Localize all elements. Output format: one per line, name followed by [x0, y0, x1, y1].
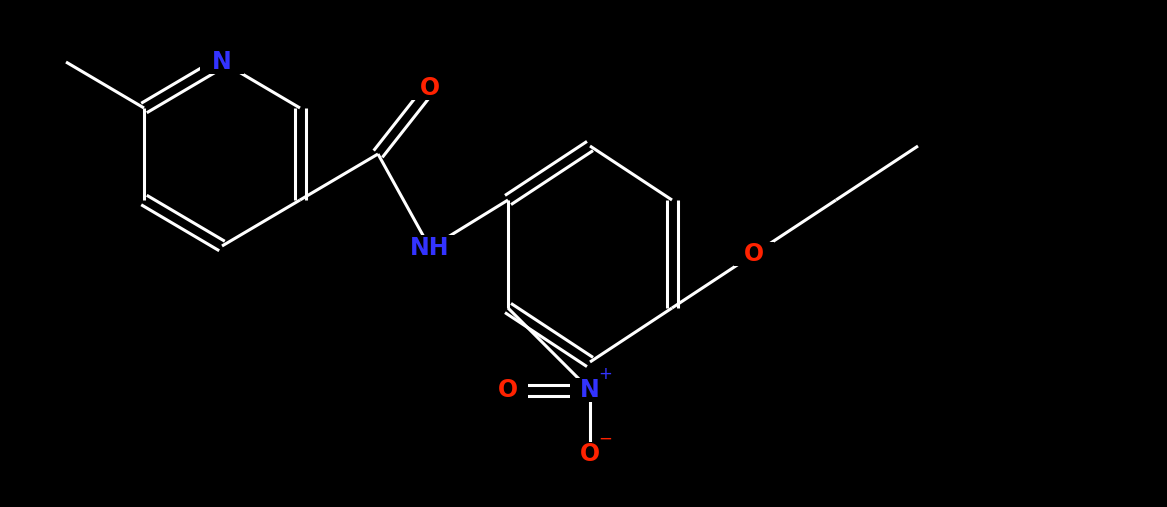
Text: O: O: [580, 442, 600, 466]
Text: N: N: [580, 378, 600, 402]
Text: +: +: [599, 365, 613, 383]
Text: N: N: [212, 50, 232, 74]
Bar: [734, 242, 774, 266]
Bar: [410, 76, 450, 100]
Bar: [569, 442, 610, 466]
Text: O: O: [498, 378, 518, 402]
Text: NH: NH: [411, 236, 449, 260]
Bar: [200, 50, 244, 74]
Text: O: O: [743, 242, 764, 266]
Text: O: O: [420, 76, 440, 100]
Bar: [400, 235, 460, 261]
Text: −: −: [599, 429, 613, 447]
Bar: [569, 378, 610, 402]
Bar: [488, 378, 527, 402]
